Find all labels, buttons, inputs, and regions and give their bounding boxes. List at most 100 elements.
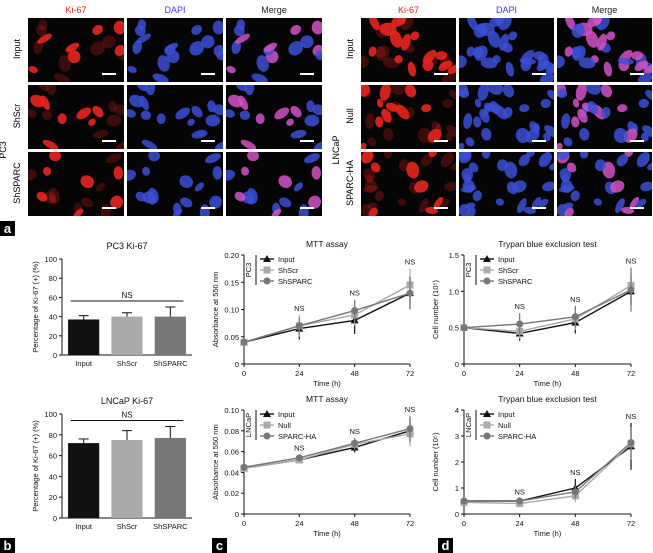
lncap-cell-nucleus <box>368 46 377 57</box>
pc3-cell-nucleus <box>115 140 124 149</box>
pc3-cell-nucleus <box>239 110 251 120</box>
pc3-micrograph-dapi <box>127 18 223 82</box>
lncap-cell-nucleus <box>463 174 472 183</box>
lncap-cell-nucleus <box>428 152 438 158</box>
lncap-cell-nucleus <box>593 198 603 206</box>
significance-label: NS <box>514 302 524 311</box>
circle-marker <box>240 463 248 471</box>
lncap-micrograph-ki67 <box>361 18 456 82</box>
significance-label: NS <box>626 412 636 421</box>
pc3-col-label-merge: Merge <box>261 5 287 15</box>
lncap-cell-nucleus <box>542 181 554 192</box>
pc3-cell-nucleus <box>226 169 235 181</box>
y-tick-label: 40 <box>49 313 57 322</box>
lncap-cell-nucleus <box>361 152 374 160</box>
chart-title: Trypan blue exclusion test <box>498 394 597 404</box>
pc3-cell-nucleus <box>226 109 235 118</box>
lncap-micrograph-merge <box>557 152 652 216</box>
pc3-cell-nucleus <box>191 105 203 118</box>
pc3-cell-nucleus <box>156 113 166 125</box>
y-tick-label: 0.08 <box>224 427 239 436</box>
lncap-cell-nucleus <box>585 30 599 48</box>
lncap-cell-nucleus <box>459 88 470 99</box>
x-axis-label: Time (h) <box>313 529 341 538</box>
lncap-cell-nucleus <box>473 23 487 38</box>
lncap-micrograph-cells <box>361 152 456 216</box>
lncap-cell-nucleus <box>645 89 652 101</box>
pc3-cell-nucleus <box>36 191 48 202</box>
lncap-cell-nucleus <box>435 51 448 61</box>
x-tick-label: 48 <box>350 369 358 378</box>
scale-bar <box>300 207 314 209</box>
circle-marker <box>627 439 635 446</box>
lncap-col-label-ki67: Ki-67 <box>397 5 419 15</box>
lncap-cell-nucleus <box>365 113 375 129</box>
lncap-cell-nucleus <box>391 101 403 115</box>
pc3-mtt-line-chart: MTT assay 0 0.05 0.10 0.15 0.20 0 24 48 72 Time (h… <box>211 239 415 388</box>
x-axis-label: Time (h) <box>534 379 562 388</box>
series-line <box>243 284 411 343</box>
lncap-cell-nucleus <box>519 104 530 113</box>
pc3-cell-nucleus <box>92 129 109 139</box>
circle-marker <box>460 497 468 505</box>
scale-bar <box>102 140 116 142</box>
scale-bar <box>434 140 448 142</box>
pc3-cell-nucleus <box>114 44 124 57</box>
bar <box>111 316 143 355</box>
lncap-cell-nucleus <box>486 85 503 95</box>
y-tick-label: 1.5 <box>449 251 459 260</box>
pc3-cell-nucleus <box>180 197 193 208</box>
circle-marker <box>351 439 359 447</box>
pc3-row-label: ShSPARC <box>12 162 22 204</box>
significance-label: NS <box>405 405 415 414</box>
pc3-cell-nucleus <box>201 35 215 49</box>
pc3-cell-nucleus <box>81 197 94 208</box>
pc3-cell-nucleus <box>117 50 124 61</box>
lncap-cell-nucleus <box>365 174 374 183</box>
scale-bar <box>102 207 116 209</box>
lncap-cell-nucleus <box>410 31 420 41</box>
lncap-cell-nucleus <box>570 46 582 59</box>
x-tick-label: Input <box>75 359 93 368</box>
lncap-cell-nucleus <box>564 207 574 216</box>
x-tick-label: ShScr <box>117 359 138 368</box>
lncap-cell-nucleus <box>388 85 405 95</box>
lncap-cell-nucleus <box>449 89 456 101</box>
circle-marker <box>571 488 579 496</box>
lncap-row-label: SPARC-HA <box>345 160 355 206</box>
pc3-cell-nucleus <box>141 139 158 149</box>
lncap-cell-nucleus <box>563 202 574 209</box>
square-marker <box>483 421 491 429</box>
series-line <box>243 292 411 343</box>
lncap-cell-nucleus <box>539 73 554 82</box>
scale-bar <box>201 140 215 142</box>
lncap-cell-nucleus <box>502 85 515 98</box>
pc3-cell-nucleus <box>43 166 52 176</box>
pc3-row-label: ShScr <box>12 103 22 129</box>
pc3-micrograph-ki67 <box>28 152 124 216</box>
lncap-cell-nucleus <box>407 61 417 77</box>
lncap-cell-nucleus <box>442 98 453 108</box>
pc3-cell-nucleus <box>135 191 147 202</box>
lncap-cell-nucleus <box>441 73 456 82</box>
legend-label: Null <box>498 421 511 430</box>
chart-title: MTT assay <box>306 239 349 249</box>
significance-label: NS <box>294 444 304 453</box>
pc3-cell-nucleus <box>304 114 320 127</box>
lncap-mtt-line-chart: MTT assay 0 0.02 0.04 0.06 0.08 0.10 0 24 48 72 Tim… <box>211 394 415 538</box>
y-tick-label: 0 <box>235 360 239 369</box>
lncap-cell-nucleus <box>389 30 403 48</box>
lncap-cell-nucleus <box>636 152 650 168</box>
lncap-cell-nucleus <box>615 198 625 214</box>
x-tick-label: ShSPARC <box>153 359 188 368</box>
y-axis-label: Cell number (10⁵) <box>431 432 440 491</box>
y-tick-label: 0.06 <box>224 448 239 457</box>
square-marker <box>483 266 491 274</box>
lncap-cell-nucleus <box>382 57 400 69</box>
pc3-cell-nucleus <box>214 140 223 149</box>
lncap-cell-nucleus <box>362 185 379 193</box>
y-tick-label: 3 <box>455 432 459 441</box>
lncap-cell-nucleus <box>531 196 542 209</box>
lncap-cell-nucleus <box>477 85 489 101</box>
lncap-cell-nucleus <box>566 162 577 173</box>
